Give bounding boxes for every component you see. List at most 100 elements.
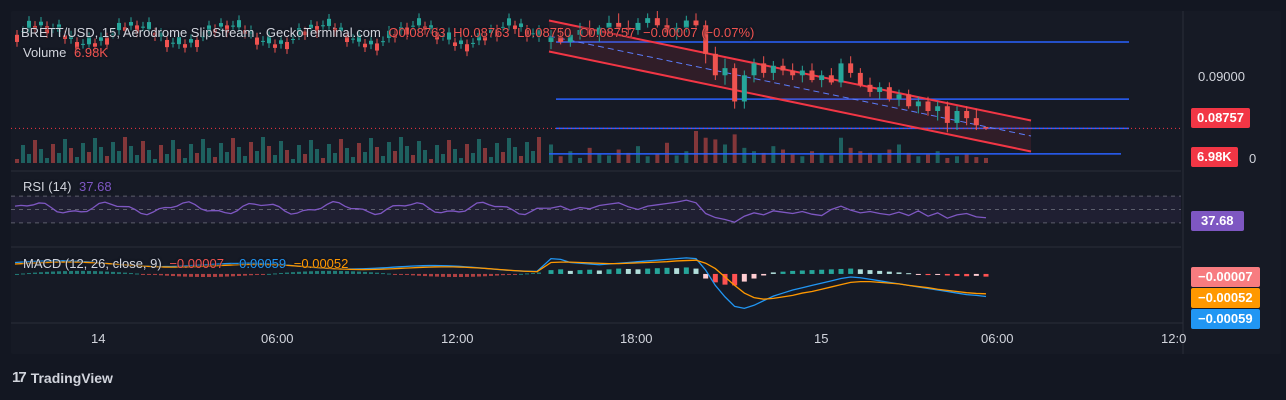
history-candle-body: [171, 42, 175, 44]
history-candle-body: [189, 39, 193, 43]
history-macd-hist-bar: [489, 273, 493, 276]
volume-bar: [839, 137, 843, 163]
history-volume-bar: [531, 151, 535, 163]
history-candle-body: [309, 24, 313, 29]
volume-bar: [935, 151, 940, 163]
history-macd-hist-bar: [399, 273, 403, 275]
history-candle-body: [381, 41, 385, 43]
history-volume-bar: [213, 157, 217, 163]
candle-body: [915, 101, 921, 107]
volume-bar: [964, 154, 969, 163]
macd-hist-bar: [809, 270, 815, 274]
candle-body: [567, 34, 573, 42]
history-candle-body: [411, 25, 415, 27]
history-macd-hist-bar: [309, 271, 313, 274]
volume-bar: [868, 152, 872, 163]
history-candle-body: [225, 25, 229, 33]
history-macd-hist-bar: [159, 273, 163, 276]
macd-hist-bar: [838, 268, 844, 274]
history-candle-body: [117, 22, 121, 31]
candle-body: [625, 27, 631, 31]
history-volume-bar: [369, 138, 373, 163]
history-candle-body: [423, 26, 427, 31]
history-macd-hist-bar: [45, 271, 49, 274]
history-volume-bar: [105, 156, 109, 163]
macd-hist-bar: [645, 268, 651, 274]
history-macd-hist-bar: [51, 271, 55, 274]
history-volume-bar: [39, 149, 43, 163]
macd-hist-bar: [654, 268, 660, 274]
history-macd-hist-bar: [141, 273, 145, 275]
history-macd-hist-bar: [249, 273, 253, 276]
candle-body: [558, 37, 564, 42]
candle-body: [973, 118, 979, 126]
history-candle-body: [333, 28, 337, 32]
macd-label[interactable]: MACD (12, 26, close, 9): [23, 256, 162, 271]
volume-bar: [781, 149, 785, 163]
macd-hist-bar: [635, 269, 641, 274]
history-volume-bar: [117, 151, 121, 163]
history-volume-bar: [243, 156, 247, 163]
history-candle-body: [321, 25, 325, 27]
history-candle-body: [267, 36, 271, 44]
history-volume-bar: [411, 155, 415, 163]
history-macd-hist-bar: [417, 273, 421, 276]
history-macd-hist-bar: [345, 271, 349, 274]
history-volume-bar: [63, 139, 67, 163]
volume-bar: [955, 156, 959, 163]
history-candle-body: [249, 30, 253, 34]
history-macd-hist-bar: [147, 273, 151, 275]
volume-label[interactable]: Volume: [23, 45, 67, 60]
history-candle-body: [447, 32, 451, 40]
volume-legend: Volume 6.98K: [23, 45, 112, 60]
candle-body: [867, 84, 873, 92]
history-candle-body: [303, 31, 307, 36]
history-macd-hist-bar: [357, 271, 361, 274]
time-tick-0600b: 06:00: [981, 331, 1014, 346]
history-candle-body: [513, 25, 517, 30]
candle-body: [780, 65, 786, 71]
rsi-label[interactable]: RSI (14): [23, 179, 72, 194]
candle-body: [877, 87, 883, 92]
volume-bar: [974, 157, 979, 163]
history-candle-body: [525, 29, 529, 37]
macd-hist-bar: [828, 269, 834, 274]
history-candle-body: [153, 32, 157, 37]
history-volume-bar: [489, 157, 493, 163]
history-volume-bar: [231, 138, 235, 163]
volume-bar: [674, 155, 679, 163]
history-volume-bar: [99, 147, 103, 163]
history-candle-body: [507, 18, 511, 26]
chart-canvas[interactable]: [11, 11, 1281, 354]
history-macd-hist-bar: [453, 273, 457, 277]
history-macd-hist-bar: [15, 273, 19, 275]
history-macd-hist-bar: [411, 273, 415, 276]
tradingview-brand[interactable]: 17 TradingView: [12, 369, 113, 386]
volume-bar: [790, 154, 795, 163]
volume-zero-tick: 0: [1249, 151, 1257, 166]
volume-bar: [694, 131, 698, 163]
history-macd-hist-bar: [105, 271, 109, 274]
history-candle-body: [489, 29, 493, 34]
volume-bar: [742, 147, 747, 163]
macd-hist-bar: [606, 269, 612, 274]
chart-frame[interactable]: BRETT/USD, 15, Aerodrome SlipStream · Ge…: [11, 11, 1281, 354]
candle-body: [964, 111, 970, 119]
history-macd-hist-bar: [519, 273, 523, 275]
history-volume-bar: [279, 141, 283, 163]
history-candle-body: [261, 40, 265, 42]
history-candle-body: [69, 35, 73, 40]
history-volume-bar: [285, 150, 289, 163]
history-macd-hist-bar: [231, 273, 235, 277]
candle-body: [635, 22, 641, 31]
symbol-label[interactable]: BRETT/USD, 15, Aerodrome SlipStream · Ge…: [21, 25, 381, 40]
history-candle-body: [75, 42, 79, 50]
history-candle-body: [357, 34, 361, 42]
candle-body: [828, 75, 834, 83]
history-volume-bar: [339, 139, 343, 163]
history-macd-hist-bar: [303, 271, 307, 274]
tradingview-logo-icon: 17: [12, 369, 27, 386]
history-volume-bar: [357, 143, 361, 163]
macd-hist-bar: [973, 273, 979, 276]
history-candle-body: [453, 42, 457, 46]
